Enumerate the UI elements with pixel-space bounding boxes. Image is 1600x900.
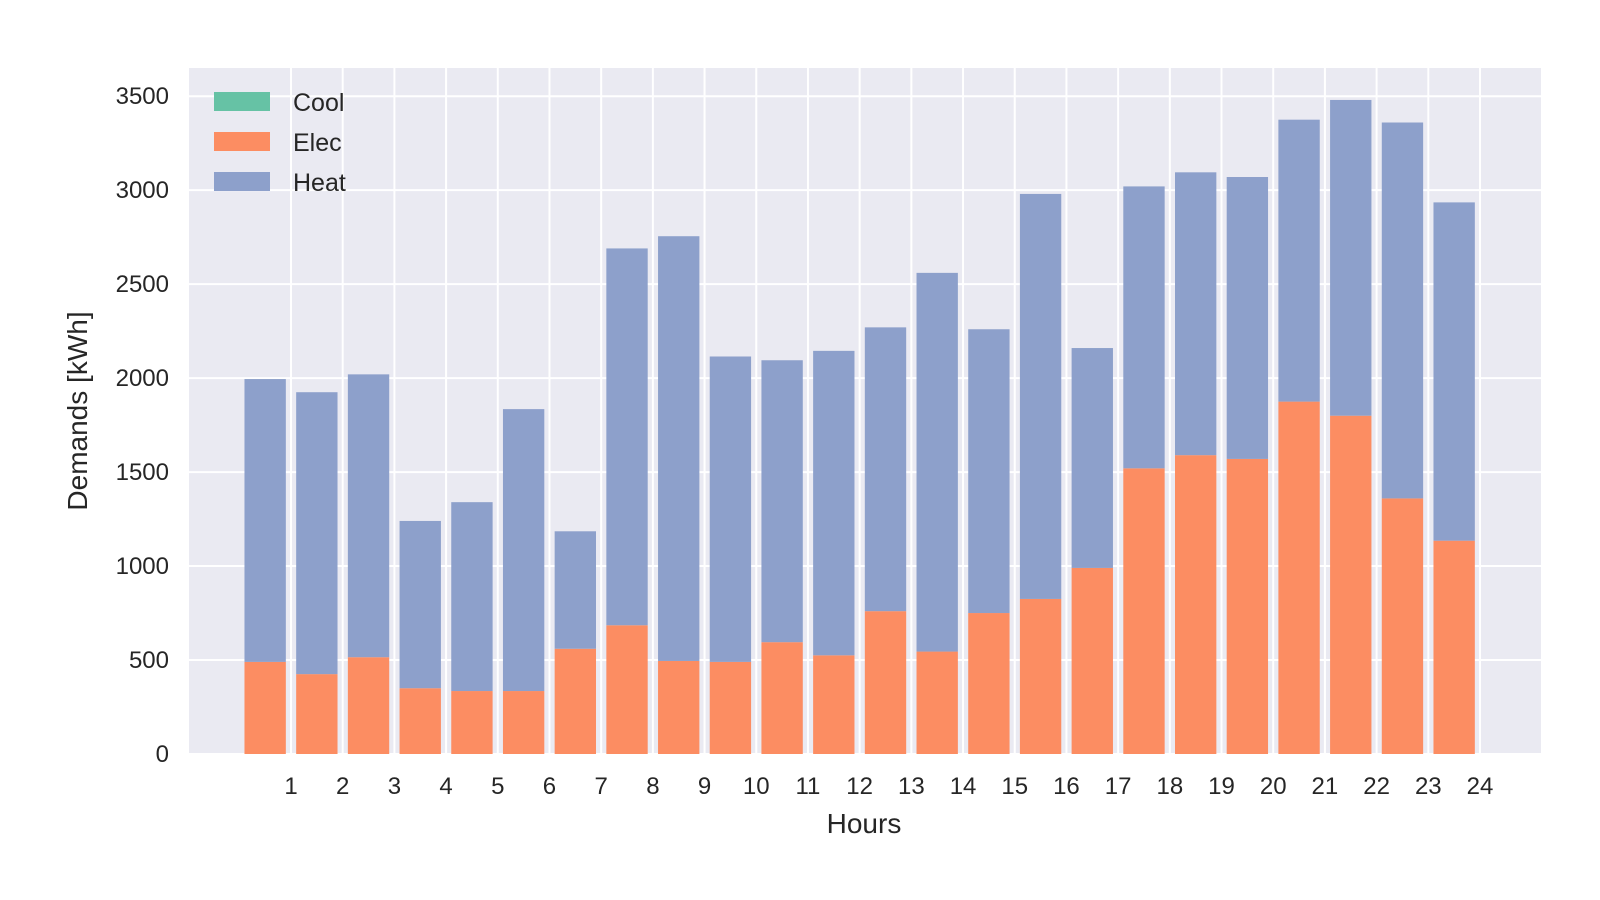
x-tick-label: 22 [1363,773,1390,800]
legend-label-cool: Cool [293,89,344,117]
bar-elec-hour-20 [1226,458,1269,754]
bar-elec-hour-3 [347,657,390,754]
legend-swatch-heat [214,172,270,191]
bar-heat-hour-9 [658,236,700,661]
bar-heat-hour-23 [1381,122,1424,499]
x-tick-label: 6 [543,773,556,800]
bar-elec-hour-13 [864,611,907,754]
bar-heat-hour-1 [244,379,286,662]
bar-elec-hour-10 [709,661,752,754]
legend: Cool Elec Heat [214,89,346,197]
x-tick-label: 2 [336,773,349,800]
y-tick-labels: 0 500 1000 1500 2000 2500 3000 3500 [116,83,169,768]
legend-swatch-elec [214,132,270,151]
y-tick-label: 2500 [116,271,169,298]
bar-elec-hour-2 [296,674,338,754]
bar-heat-hour-15 [968,329,1010,614]
bar-elec-hour-16 [1019,598,1062,754]
bar-heat-hour-14 [916,272,958,652]
y-tick-label: 3000 [116,177,169,204]
bar-heat-hour-11 [761,360,803,643]
bar-heat-hour-17 [1071,348,1113,568]
bar-elec-hour-12 [813,655,855,754]
x-tick-label: 5 [491,773,504,800]
bar-heat-hour-16 [1019,193,1062,599]
x-tick-label: 11 [795,773,820,800]
legend-label-elec: Elec [293,129,342,157]
x-tick-label: 21 [1312,773,1339,800]
x-tick-label: 19 [1208,773,1235,800]
bar-heat-hour-3 [347,374,390,658]
bar-elec-hour-4 [399,688,441,754]
y-tick-label: 500 [129,647,169,674]
bar-heat-hour-20 [1226,177,1269,459]
x-tick-label: 12 [846,773,873,800]
bar-heat-hour-13 [864,327,907,612]
x-tick-label: 18 [1156,773,1183,800]
x-tick-label: 13 [898,773,925,800]
y-tick-label: 2000 [116,365,169,392]
x-tick-label: 16 [1053,773,1080,800]
bar-heat-hour-18 [1123,186,1165,469]
bar-elec-hour-18 [1123,468,1165,754]
x-tick-label: 1 [284,773,297,800]
bar-elec-hour-7 [554,648,597,754]
bar-elec-hour-23 [1381,498,1424,754]
bar-heat-hour-6 [502,409,545,692]
bar-elec-hour-5 [451,691,493,754]
bar-elec-hour-17 [1071,567,1113,754]
x-tick-label: 17 [1105,773,1132,800]
x-tick-label: 9 [698,773,711,800]
bar-heat-hour-22 [1330,99,1372,416]
x-tick-label: 4 [439,773,452,800]
bar-elec-hour-11 [761,642,803,754]
bar-heat-hour-8 [606,248,648,626]
x-axis-title: Hours [827,808,902,839]
x-tick-label: 8 [646,773,659,800]
y-tick-label: 1000 [116,553,169,580]
x-tick-labels: 1 2 3 4 5 6 7 8 9 10 11 12 13 14 15 16 17 18 19 20 21 22 23 24 [284,773,1493,800]
x-tick-label: 24 [1467,773,1494,800]
bar-heat-hour-7 [554,531,597,649]
bar-heat-hour-4 [399,520,441,689]
bar-elec-hour-8 [606,625,648,754]
bar-heat-hour-2 [296,392,338,675]
y-tick-label: 3500 [116,83,169,110]
y-tick-label: 0 [156,741,169,768]
bar-elec-hour-21 [1278,401,1320,754]
bar-heat-hour-19 [1174,172,1217,456]
bar-heat-hour-12 [813,350,855,656]
bar-elec-hour-24 [1433,540,1475,754]
bar-elec-hour-9 [658,660,700,754]
bar-heat-hour-5 [451,502,493,692]
bar-elec-hour-14 [916,651,958,754]
y-tick-label: 1500 [116,459,169,486]
bar-elec-hour-1 [244,661,286,754]
legend-label-heat: Heat [293,169,346,197]
bar-elec-hour-6 [502,691,545,754]
x-tick-label: 15 [1001,773,1028,800]
bar-heat-hour-21 [1278,119,1320,402]
bars [244,99,1475,754]
bar-heat-hour-24 [1433,202,1475,541]
legend-swatch-cool [214,92,270,111]
x-tick-label: 14 [950,773,977,800]
x-tick-label: 3 [388,773,401,800]
y-axis-title: Demands [kWh] [62,311,93,510]
bar-elec-hour-15 [968,613,1010,754]
bar-heat-hour-10 [709,356,752,662]
x-tick-label: 20 [1260,773,1287,800]
x-tick-label: 23 [1415,773,1442,800]
x-tick-label: 10 [743,773,770,800]
bar-elec-hour-19 [1174,455,1217,754]
bar-elec-hour-22 [1330,415,1372,754]
x-tick-label: 7 [594,773,607,800]
